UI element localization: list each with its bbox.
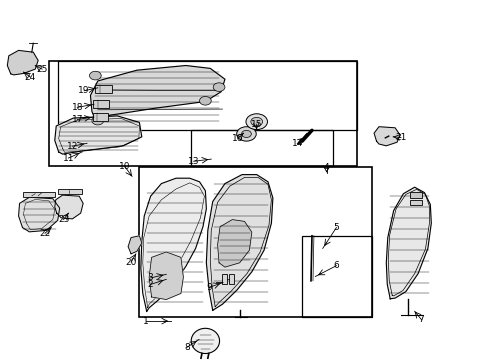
- Polygon shape: [373, 127, 399, 146]
- Text: 11: 11: [62, 153, 74, 163]
- Polygon shape: [128, 236, 142, 254]
- Text: 20: 20: [125, 258, 137, 266]
- Bar: [95, 85, 112, 93]
- Circle shape: [245, 114, 267, 130]
- Circle shape: [250, 117, 262, 126]
- Bar: [222, 274, 227, 284]
- Circle shape: [241, 130, 251, 138]
- Bar: [139, 167, 371, 317]
- Text: 12: 12: [66, 141, 78, 150]
- Text: 17: 17: [71, 115, 83, 124]
- Text: 5: 5: [333, 223, 339, 232]
- Bar: [58, 189, 82, 194]
- Bar: [58, 61, 356, 130]
- Text: 7: 7: [418, 315, 424, 324]
- Circle shape: [236, 127, 256, 141]
- Circle shape: [92, 116, 103, 125]
- Text: 6: 6: [333, 261, 339, 270]
- Bar: [23, 192, 55, 197]
- Text: 3: 3: [147, 274, 153, 282]
- Text: 21: 21: [394, 133, 406, 142]
- Bar: [49, 61, 356, 166]
- Text: 22: 22: [39, 229, 51, 238]
- Bar: [302, 236, 371, 317]
- Polygon shape: [206, 175, 272, 310]
- Polygon shape: [19, 197, 60, 232]
- Text: 1: 1: [142, 317, 148, 325]
- Text: 15: 15: [250, 120, 262, 129]
- Bar: [93, 100, 109, 108]
- Ellipse shape: [191, 328, 219, 354]
- Text: 23: 23: [58, 215, 69, 224]
- Polygon shape: [55, 195, 83, 219]
- Polygon shape: [141, 178, 206, 311]
- Text: 9: 9: [206, 283, 212, 292]
- Polygon shape: [386, 187, 430, 299]
- Polygon shape: [7, 50, 38, 75]
- Text: 10: 10: [119, 162, 130, 171]
- Text: 19: 19: [78, 86, 90, 95]
- Bar: [93, 113, 107, 121]
- Polygon shape: [90, 66, 224, 123]
- Polygon shape: [55, 116, 142, 154]
- Bar: [190, 130, 332, 166]
- Text: 8: 8: [183, 343, 189, 352]
- Polygon shape: [149, 252, 183, 300]
- Text: 16: 16: [232, 134, 244, 143]
- Circle shape: [89, 71, 101, 80]
- Text: 14: 14: [291, 139, 303, 148]
- Text: 18: 18: [71, 103, 83, 112]
- Text: 4: 4: [323, 163, 329, 172]
- Text: 25: 25: [36, 65, 48, 74]
- Bar: [228, 274, 233, 284]
- Bar: [409, 200, 421, 205]
- Circle shape: [213, 83, 224, 91]
- Text: 24: 24: [24, 72, 36, 81]
- Text: 2: 2: [147, 280, 153, 289]
- Text: 13: 13: [187, 157, 199, 166]
- Bar: [409, 192, 421, 198]
- Polygon shape: [217, 220, 251, 267]
- Circle shape: [199, 96, 211, 105]
